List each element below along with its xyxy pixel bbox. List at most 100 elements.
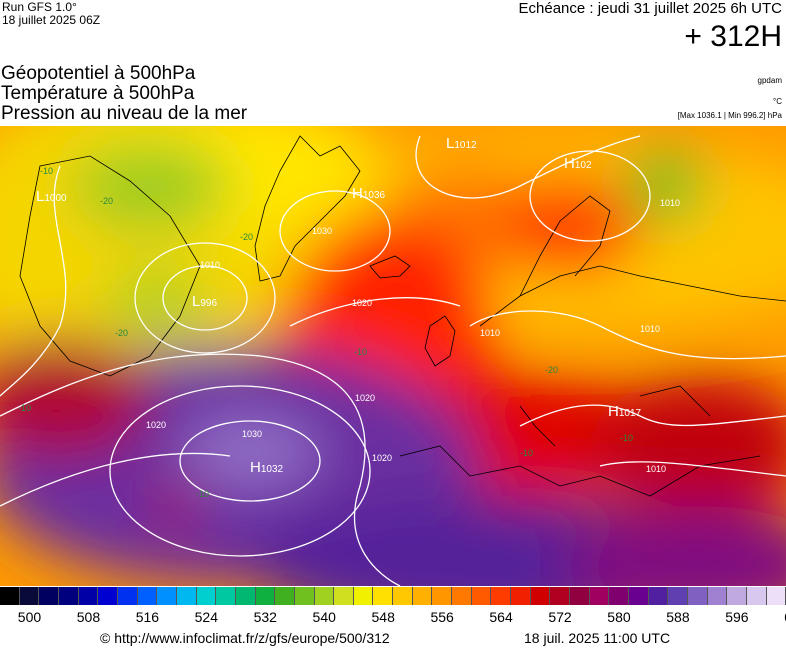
- temperature-label: -20: [240, 232, 253, 242]
- scale-swatch: [609, 587, 629, 605]
- color-scale-ticks: 500 508 516 524 532 540 548 556 564 572 580 588 596 6…: [0, 609, 786, 625]
- isobar-label: 1010: [640, 324, 660, 334]
- scale-tick-label: 548: [371, 609, 395, 625]
- scale-swatch: [39, 587, 59, 605]
- scale-swatch: [727, 587, 747, 605]
- scale-swatch: [687, 587, 708, 605]
- source-credit: © http://www.infoclimat.fr/z/gfs/europe/…: [100, 630, 390, 646]
- scale-tick-label: 556: [430, 609, 454, 625]
- scale-swatch: [589, 587, 610, 605]
- scale-swatch: [216, 587, 236, 605]
- scale-swatch: [19, 587, 40, 605]
- scale-swatch: [570, 587, 590, 605]
- color-scale: [0, 587, 786, 605]
- scale-swatch: [746, 587, 767, 605]
- scale-swatch: [294, 587, 315, 605]
- scale-swatch: [452, 587, 472, 605]
- forecast-validity: Echéance : jeudi 31 juillet 2025 6h UTC: [518, 0, 783, 17]
- scale-tick-label: 572: [548, 609, 572, 625]
- scale-swatch: [196, 587, 217, 605]
- scale-swatch: [353, 587, 374, 605]
- pressure-center-L: L996: [192, 293, 217, 310]
- geopotential-field: [0, 126, 786, 586]
- forecast-hour: + 312H: [684, 20, 782, 53]
- scale-swatch: [393, 587, 413, 605]
- scale-tick-label: 596: [725, 609, 749, 625]
- scale-swatch: [629, 587, 649, 605]
- scale-tick-label: 564: [489, 609, 513, 625]
- isobar-label: 1020: [146, 420, 166, 430]
- scale-tick-label: 516: [135, 609, 160, 625]
- scale-tick-label: 604: [784, 609, 786, 625]
- scale-tick-label: 588: [666, 609, 690, 625]
- temperature-label: -10: [620, 433, 633, 443]
- scale-swatch: [334, 587, 354, 605]
- scale-tick-label: 500: [17, 609, 42, 625]
- scale-swatch: [0, 587, 20, 605]
- scale-swatch: [117, 587, 138, 605]
- isobar-label: 1020: [355, 393, 375, 403]
- scale-swatch: [157, 587, 177, 605]
- scale-tick-label: 508: [76, 609, 101, 625]
- scale-swatch: [766, 587, 786, 605]
- temperature-label: -20: [100, 196, 113, 206]
- scale-swatch: [491, 587, 512, 605]
- scale-swatch: [471, 587, 492, 605]
- isobar-label: 1030: [312, 226, 332, 236]
- unit-geopotential: gpdam: [757, 76, 782, 85]
- scale-swatch: [255, 587, 276, 605]
- temperature-label: -10: [354, 347, 367, 357]
- isobars: [0, 135, 786, 586]
- scale-swatch: [275, 587, 295, 605]
- coastlines: [19, 135, 786, 497]
- pressure-centers: L1000 L1012 H1036 H102 L996 H1032 H1017: [36, 135, 642, 476]
- unit-pressure-range: [Max 1036.1 | Min 996.2] hPa: [677, 111, 782, 120]
- unit-temperature: °C: [773, 97, 782, 106]
- scale-swatch: [137, 587, 158, 605]
- isobar-label: 1010: [660, 198, 680, 208]
- pressure-center-H: H1017: [608, 403, 642, 420]
- scale-swatch: [530, 587, 551, 605]
- pressure-center-H: H1032: [250, 459, 284, 476]
- temperature-label: -10: [520, 448, 533, 458]
- scale-swatch: [235, 587, 256, 605]
- scale-swatch: [98, 587, 118, 605]
- isobar-label: 1030: [242, 429, 262, 439]
- generation-time: 18 juil. 2025 11:00 UTC: [524, 630, 671, 646]
- scale-swatch: [176, 587, 197, 605]
- pressure-center-H: H1036: [352, 185, 386, 202]
- scale-swatch: [668, 587, 688, 605]
- scale-swatch: [707, 587, 728, 605]
- title-geopotential: Géopotentiel à 500hPa: [1, 63, 196, 84]
- scale-swatch: [373, 587, 394, 605]
- temperature-label: -10: [40, 166, 53, 176]
- scale-tick-label: 580: [607, 609, 631, 625]
- isobar-label: 1020: [352, 298, 372, 308]
- isobar-label: 1010: [646, 464, 666, 474]
- weather-map: L1000 L1012 H1036 H102 L996 H1032 H1017 …: [0, 126, 786, 586]
- scale-swatch: [314, 587, 335, 605]
- pressure-center-L: L1000: [36, 188, 67, 205]
- temperature-labels: -10 -20 -20 -20 -10 -10 -10 -20 -10 -10: [18, 166, 633, 499]
- title-pressure: Pression au niveau de la mer: [1, 103, 248, 124]
- run-label: Run GFS 1.0°: [2, 0, 77, 14]
- isobar-labels: 1030 1020 1020 1010 1020 1030 1020 1010 …: [146, 198, 680, 474]
- title-temperature: Température à 500hPa: [1, 83, 195, 104]
- temperature-label: -10: [18, 403, 31, 413]
- scale-swatch: [511, 587, 531, 605]
- scale-swatch: [78, 587, 99, 605]
- pressure-center-H: H102: [564, 155, 592, 172]
- scale-tick-label: 532: [253, 609, 277, 625]
- temperature-label: -20: [545, 365, 558, 375]
- run-date: 18 juillet 2025 06Z: [2, 13, 101, 27]
- isobar-label: 1010: [200, 260, 220, 270]
- scale-swatch: [550, 587, 571, 605]
- scale-swatch: [648, 587, 669, 605]
- scale-tick-label: 524: [194, 609, 218, 625]
- scale-swatch: [412, 587, 433, 605]
- temperature-label: -10: [196, 489, 209, 499]
- pressure-center-L: L1012: [446, 135, 477, 152]
- scale-tick-label: 540: [312, 609, 336, 625]
- scale-swatch: [58, 587, 79, 605]
- isobar-label: 1010: [480, 328, 500, 338]
